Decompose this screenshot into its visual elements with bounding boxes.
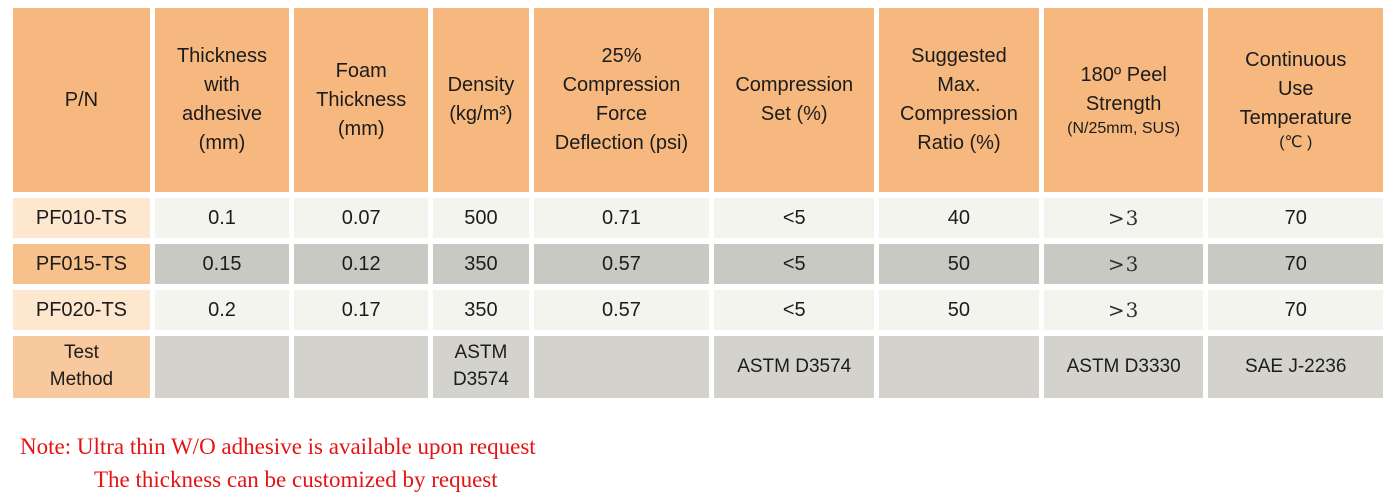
table-cell-part-number: PF010-TS (13, 198, 150, 238)
table-cell: 0.17 (294, 290, 429, 330)
header-label: Thickness with adhesive (mm) (176, 45, 267, 154)
note-line: The thickness can be customized by reque… (94, 467, 498, 493)
table-cell: 350 (433, 290, 529, 330)
header-sublabel: (℃ ) (1279, 134, 1313, 152)
note-line: Note: Ultra thin W/O adhesive is availab… (20, 434, 536, 459)
table-cell: 0.1 (154, 198, 290, 238)
table-cell-part-number: PF015-TS (13, 244, 150, 284)
table-cell: 500 (433, 198, 529, 238)
table-cell: 0.2 (154, 290, 290, 330)
table-cell: 50 (879, 290, 1039, 330)
table-cell: 0.15 (154, 244, 290, 284)
table-cell: <5 (714, 244, 875, 284)
table-cell: 0.12 (294, 244, 429, 284)
table-cell: <5 (714, 290, 875, 330)
table-row-pf010: PF010-TS 0.1 0.07 500 0.71 <5 40 >3 70 (13, 198, 1383, 238)
header-label: 25% Compression Force Deflection (psi) (554, 45, 689, 154)
header-sublabel: (N/25mm, SUS) (1067, 119, 1181, 137)
table-cell: 0.71 (533, 198, 710, 238)
table-cell: 0.07 (294, 198, 429, 238)
table-row-test-method: Test Method ASTM D3574 ASTM D3574 ASTM D… (13, 336, 1383, 398)
table-cell: 350 (433, 244, 529, 284)
table-cell (533, 336, 710, 398)
table-cell: 70 (1208, 198, 1383, 238)
table-cell-test-method-label: Test Method (13, 336, 150, 398)
table-cell: >3 (1043, 244, 1204, 284)
table-cell: 0.57 (533, 290, 710, 330)
table-cell: ASTM D3574 (433, 336, 529, 398)
table-cell: >3 (1043, 198, 1204, 238)
header-cell-thickness-adhesive: Thickness with adhesive (mm) (154, 8, 290, 192)
table-cell: SAE J-2236 (1208, 336, 1383, 398)
header-cell-foam-thickness: Foam Thickness (mm) (294, 8, 429, 192)
table-cell: 40 (879, 198, 1039, 238)
header-row: P/N Thickness with adhesive (mm) Foam Th… (13, 8, 1383, 192)
table-cell: 70 (1208, 290, 1383, 330)
table-cell: 0.57 (533, 244, 710, 284)
header-label: Suggested Max. Compression Ratio (%) (900, 45, 1018, 154)
table-cell: 70 (1208, 244, 1383, 284)
header-cell-pn: P/N (13, 8, 150, 192)
table-cell: 50 (879, 244, 1039, 284)
table-row-pf020: PF020-TS 0.2 0.17 350 0.57 <5 50 >3 70 (13, 290, 1383, 330)
table-cell: ASTM D3574 (714, 336, 875, 398)
header-label: Compression Set (%) (735, 74, 854, 125)
table-cell (294, 336, 429, 398)
header-label: Continuous Use Temperature (1239, 49, 1352, 130)
note-block: Note: Ultra thin W/O adhesive is availab… (20, 430, 1388, 497)
table-cell-part-number: PF020-TS (13, 290, 150, 330)
header-cell-density: Density (kg/m³) (433, 8, 529, 192)
table-cell: ASTM D3330 (1043, 336, 1204, 398)
header-cell-peel-strength: 180º Peel Strength (N/25mm, SUS) (1043, 8, 1204, 192)
header-cell-compression-force-deflection: 25% Compression Force Deflection (psi) (533, 8, 710, 192)
header-cell-continuous-use-temperature: Continuous Use Temperature (℃ ) (1208, 8, 1383, 192)
table-cell (879, 336, 1039, 398)
table-cell: <5 (714, 198, 875, 238)
table-cell: >3 (1043, 290, 1204, 330)
header-cell-max-compression-ratio: Suggested Max. Compression Ratio (%) (879, 8, 1039, 192)
header-label: 180º Peel Strength (1080, 63, 1167, 115)
table-row-pf015: PF015-TS 0.15 0.12 350 0.57 <5 50 >3 70 (13, 244, 1383, 284)
spec-table: P/N Thickness with adhesive (mm) Foam Th… (8, 2, 1388, 404)
header-cell-compression-set: Compression Set (%) (714, 8, 875, 192)
header-label: Density (kg/m³) (447, 74, 515, 125)
header-label: P/N (64, 88, 99, 111)
header-label: Foam Thickness (mm) (316, 59, 407, 140)
table-cell (154, 336, 290, 398)
